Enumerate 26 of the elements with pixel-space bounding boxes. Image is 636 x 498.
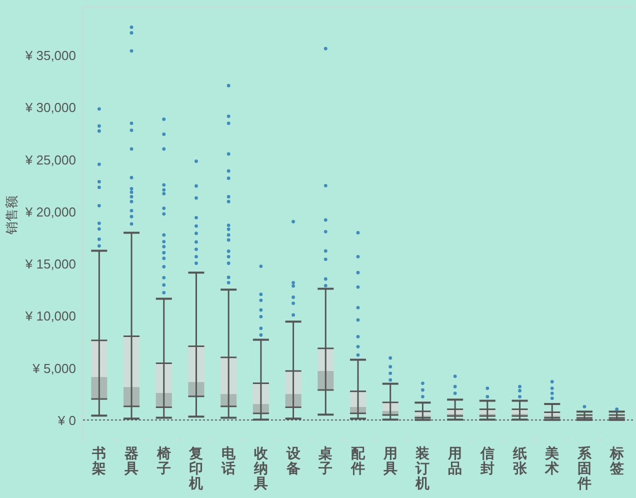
x-tick-label: 书架 bbox=[91, 445, 106, 476]
x-tick-label: 收纳具 bbox=[252, 445, 269, 491]
y-axis-title: 销售额 bbox=[4, 196, 19, 236]
y-tick-label: ¥ 15,000 bbox=[24, 256, 76, 272]
y-tick-label: ¥ 10,000 bbox=[24, 308, 76, 324]
y-tick-label: ¥ 25,000 bbox=[24, 152, 76, 168]
y-tick-label: ¥ 30,000 bbox=[24, 100, 76, 116]
x-tick-label: 电话 bbox=[220, 445, 237, 476]
x-tick-label: 复印机 bbox=[188, 445, 204, 491]
x-tick-label: 用具 bbox=[382, 445, 398, 476]
x-tick-label: 桌子 bbox=[318, 445, 333, 476]
y-tick-label: ¥ 35,000 bbox=[24, 48, 76, 63]
x-tick-label: 装订机 bbox=[414, 445, 430, 491]
x-tick-label: 器具 bbox=[124, 445, 139, 476]
y-tick-label: ¥ 0 bbox=[56, 413, 76, 428]
x-tick-label: 纸张 bbox=[512, 445, 528, 476]
y-tick-label: ¥ 20,000 bbox=[24, 204, 76, 220]
x-tick-label: 设备 bbox=[285, 445, 302, 476]
x-tick-label: 美术 bbox=[544, 445, 560, 476]
x-tick-label: 用品 bbox=[447, 445, 462, 476]
y-tick-label: ¥ 5,000 bbox=[32, 360, 76, 376]
x-tick-label: 配件 bbox=[350, 445, 366, 476]
x-tick-label: 系固件 bbox=[576, 445, 592, 491]
x-tick-label: 标签 bbox=[608, 445, 624, 476]
x-tick-label: 信封 bbox=[479, 445, 494, 476]
x-tick-label: 椅子 bbox=[156, 445, 171, 476]
